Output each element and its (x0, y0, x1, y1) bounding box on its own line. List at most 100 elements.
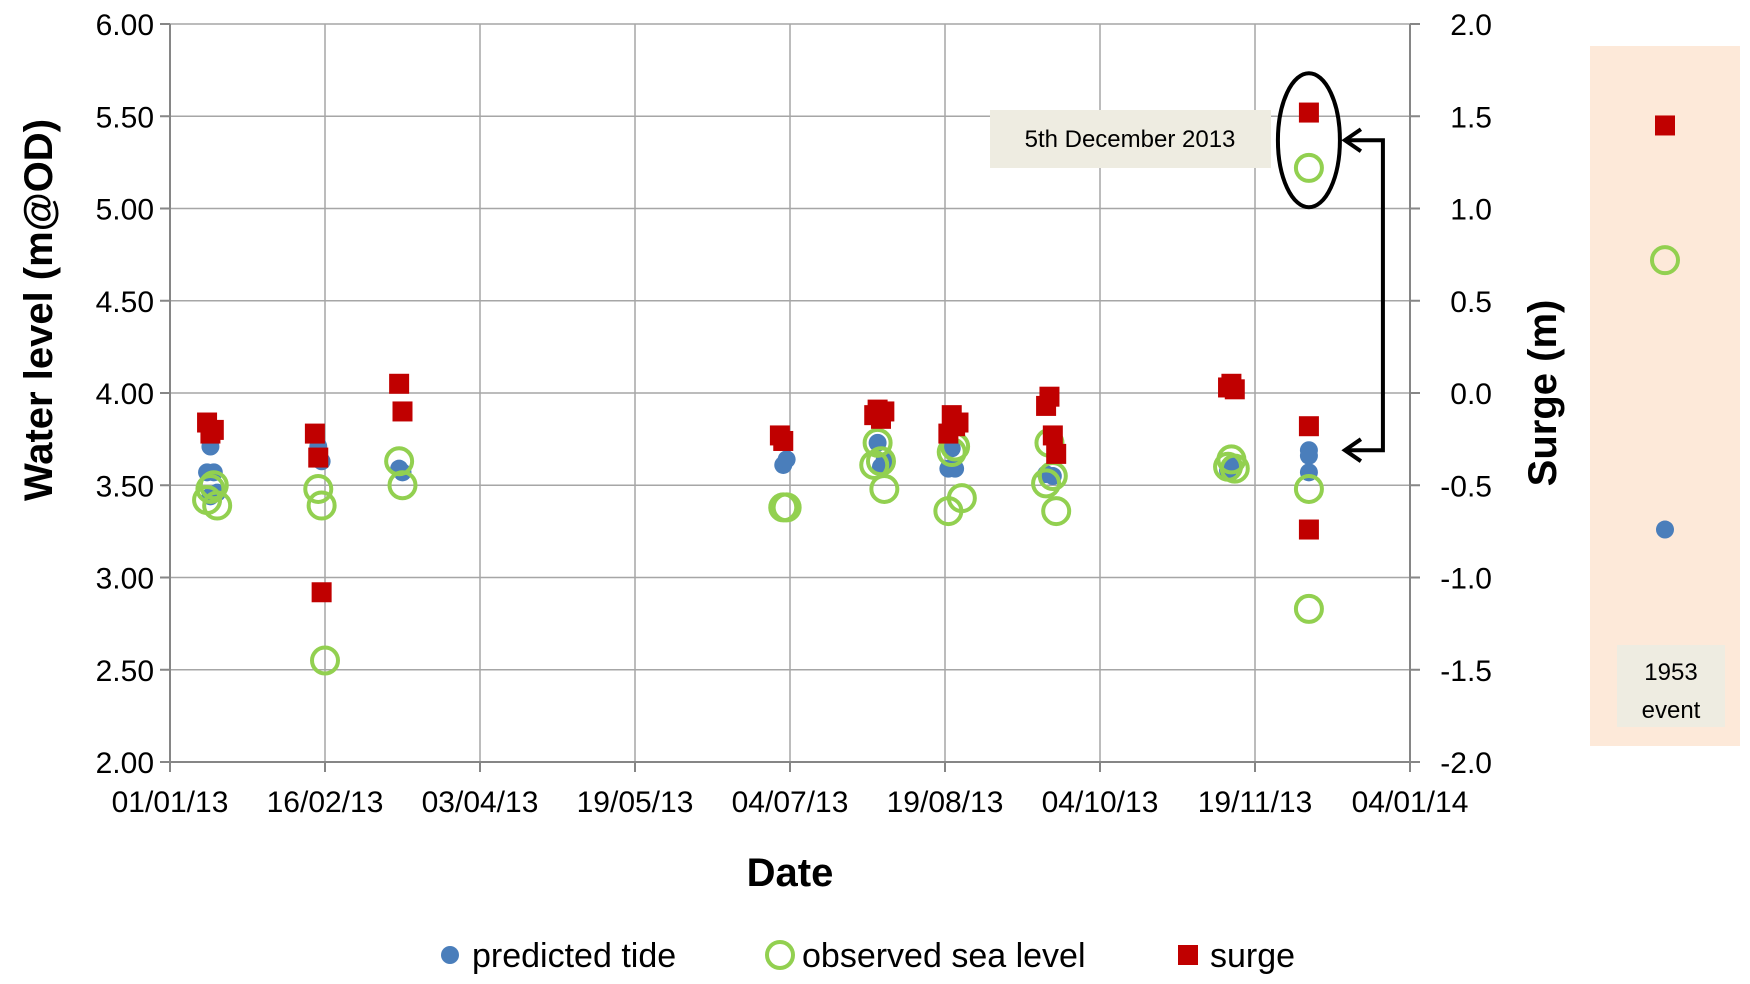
observed-sea-level-point (1293, 593, 1324, 624)
series-predicted-tide (198, 433, 1318, 506)
surge-point (392, 401, 413, 422)
y2-tick-label: 0.5 (1450, 286, 1492, 319)
x-tick-label: 19/11/13 (1198, 786, 1313, 819)
legend-label: surge (1210, 937, 1295, 975)
side-predicted-tide-point (1656, 520, 1674, 539)
surge-point (389, 373, 410, 394)
x-tick-label: 19/08/13 (887, 786, 1004, 819)
x-tick-label: 19/05/13 (577, 786, 694, 819)
annotation-ellipse (1275, 71, 1342, 210)
y2-tick-label: -1.0 (1440, 563, 1492, 596)
observed-sea-level-point (1041, 496, 1072, 527)
surge-point (874, 401, 895, 422)
surge-point (304, 423, 325, 444)
side-surge-point (1655, 115, 1675, 136)
observed-sea-level-point (1031, 468, 1062, 499)
predicted-tide-point (777, 450, 796, 469)
observed-sea-level-point (1219, 453, 1250, 484)
side-panel-background (1590, 46, 1740, 746)
side-panel-label-box (1617, 645, 1725, 727)
legend-item-surge: surge (1178, 937, 1295, 975)
side-panel-marks (1650, 115, 1680, 539)
predicted-tide-point (942, 439, 961, 458)
x-tick-label: 04/07/13 (732, 786, 849, 819)
y-tick-label: 4.50 (96, 286, 154, 319)
y2-tick-label: -2.0 (1440, 747, 1492, 780)
series-surge (197, 102, 1319, 603)
legend-marker-observed-sea-level (765, 940, 795, 970)
surge-point (203, 419, 224, 440)
surge-point (311, 582, 332, 603)
observed-sea-level-point (306, 490, 337, 521)
y2-axis-title: Surge (m) (1521, 300, 1565, 487)
observed-sea-level-point (1293, 473, 1324, 504)
surge-point (1042, 425, 1063, 446)
y2-tick-label: 0.0 (1450, 378, 1492, 411)
y2-tick-label: -1.5 (1440, 655, 1492, 688)
predicted-tide-point (1299, 441, 1318, 460)
series-observed-sea-level (192, 152, 1324, 676)
legend-item-predicted-tide: predicted tide (441, 937, 676, 975)
x-tick-label: 16/02/13 (267, 786, 384, 819)
surge-point (1039, 386, 1060, 407)
x-tick-label: 03/04/13 (422, 786, 539, 819)
axes (160, 23, 1420, 772)
observed-sea-level-point (198, 470, 229, 501)
legend-label: predicted tide (472, 937, 676, 975)
surge-point (308, 447, 329, 468)
y2-tick-label: -0.5 (1440, 470, 1492, 503)
surge-point (1298, 416, 1319, 437)
observed-sea-level-point (202, 490, 233, 521)
side-observed-sea-level-point (1650, 245, 1680, 276)
gridlines (170, 23, 1410, 762)
observed-sea-level-point (865, 446, 896, 477)
x-tick-label: 01/01/13 (112, 786, 229, 819)
observed-sea-level-point (303, 473, 334, 504)
surge-point (1224, 379, 1245, 400)
annotation-arrowhead-bottom (1341, 437, 1363, 463)
y-tick-label: 2.50 (96, 655, 154, 688)
observed-sea-level-point (869, 473, 900, 504)
side-panel-1953-event: 1953 event (1590, 46, 1740, 746)
observed-sea-level-point (1293, 152, 1324, 183)
y2-tick-label: 1.5 (1450, 101, 1492, 134)
surge-point (1298, 102, 1319, 123)
side-panel-label-line-1: 1953 (1644, 659, 1697, 686)
y2-tick-label: 1.0 (1450, 194, 1492, 227)
observed-sea-level-point (862, 427, 893, 458)
tick-labels: 2.00 2.50 3.00 3.50 4.00 4.50 5.00 5.50 6.00 -2.0… (96, 9, 1492, 819)
y-tick-label: 6.00 (96, 9, 154, 42)
y-tick-label: 4.00 (96, 378, 154, 411)
annotation-arrowhead-top (1341, 127, 1363, 153)
annotation: 5th December 2013 (990, 71, 1385, 463)
observed-sea-level-point (387, 470, 418, 501)
y-tick-label: 3.50 (96, 470, 154, 503)
x-axis-title: Date (747, 851, 834, 895)
x-tick-label: 04/01/14 (1352, 786, 1469, 819)
observed-sea-level-point (310, 645, 340, 676)
annotation-bracket-line (1344, 138, 1385, 453)
surge-point (948, 412, 969, 433)
legend: predicted tide observed sea level surge (441, 937, 1295, 975)
legend-label: observed sea level (802, 937, 1086, 975)
side-panel-label-line-2: event (1642, 697, 1701, 724)
annotation-label: 5th December 2013 (1025, 126, 1236, 153)
surge-point (773, 430, 794, 451)
y-tick-label: 5.00 (96, 194, 154, 227)
legend-marker-surge (1178, 945, 1198, 965)
y-tick-label: 5.50 (96, 101, 154, 134)
y-tick-label: 3.00 (96, 563, 154, 596)
surge-point (1046, 443, 1067, 464)
y2-tick-label: 2.0 (1450, 9, 1492, 42)
observed-sea-level-point (195, 473, 226, 504)
surge-point (1298, 519, 1319, 540)
observed-sea-level-point (771, 492, 802, 523)
axis-titles: Date Water level (m@OD) Surge (m) (17, 119, 1565, 895)
y-tick-label: 2.00 (96, 747, 154, 780)
legend-item-observed-sea-level: observed sea level (765, 937, 1086, 975)
observed-sea-level-point (946, 483, 977, 514)
annotation-box (990, 110, 1271, 168)
y-axis-title: Water level (m@OD) (17, 119, 61, 501)
legend-marker-predicted-tide (441, 946, 459, 964)
